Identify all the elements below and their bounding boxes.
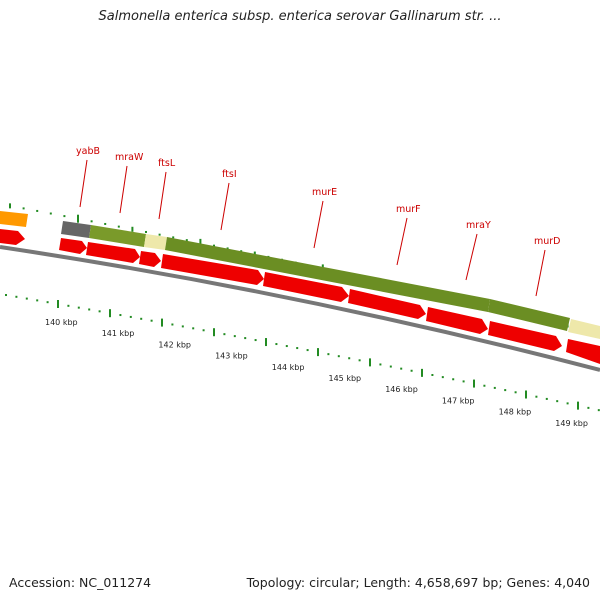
gene-leader-line — [79, 159, 88, 208]
accession-text: Accession: NC_011274 — [9, 575, 152, 590]
gene-leader-line — [158, 171, 167, 220]
gene-label-layer: yabB mraW ftsL ftsI murE murF mraY murD — [76, 146, 561, 297]
gene-label-ftsL: ftsL — [158, 158, 176, 169]
cog-track — [0, 211, 600, 339]
kbp-label: 140 kbp — [45, 318, 78, 327]
kbp-label: 143 kbp — [215, 352, 248, 361]
cds-arrow — [161, 254, 264, 285]
gene-leader-line — [465, 233, 478, 281]
kbp-label: 145 kbp — [329, 374, 362, 383]
genome-backbone — [0, 245, 600, 372]
gene-leader-line — [220, 182, 230, 231]
cds-arrow — [59, 238, 87, 254]
map-title: Salmonella enterica subsp. enterica sero… — [98, 9, 502, 24]
cog-segment-olive — [89, 225, 146, 247]
gene-leader-line — [119, 165, 128, 214]
inner-tick-row — [5, 294, 600, 412]
cds-arrow — [263, 272, 349, 302]
cog-segment-green-2 — [488, 299, 570, 331]
cog-segment-orange — [0, 211, 28, 227]
gene-label-murE: murE — [312, 187, 337, 198]
gene-label-ftsI: ftsI — [222, 169, 237, 180]
gene-label-mraW: mraW — [115, 152, 144, 163]
kbp-label: 142 kbp — [158, 340, 191, 349]
gene-label-murF: murF — [396, 204, 421, 215]
kbp-label: 146 kbp — [385, 385, 418, 394]
cds-arrow — [426, 307, 488, 334]
cds-arrow — [86, 242, 140, 263]
gene-label-murD: murD — [534, 236, 561, 247]
cog-segment-gray — [61, 221, 91, 238]
kbp-label: 149 kbp — [555, 419, 588, 428]
gene-leader-line — [535, 249, 546, 297]
kbp-label-row: 140 kbp 141 kbp 142 kbp 143 kbp 144 kbp 145 k… — [45, 318, 588, 428]
cds-arrow — [488, 321, 562, 351]
cog-segment-green — [165, 237, 490, 312]
cds-arrow — [566, 339, 600, 364]
kbp-label: 141 kbp — [102, 329, 135, 338]
cds-arrow — [0, 229, 25, 245]
cds-track — [0, 229, 600, 364]
gene-label-yabB: yabB — [76, 146, 100, 157]
gene-leader-line — [396, 217, 408, 266]
gene-leader-line — [313, 200, 324, 249]
cds-arrow — [139, 251, 161, 267]
gene-label-mraY: mraY — [466, 220, 491, 231]
cog-segment-yellow-2 — [568, 319, 600, 339]
kbp-label: 148 kbp — [499, 408, 532, 417]
kbp-label: 147 kbp — [442, 396, 475, 405]
cds-arrow — [348, 289, 426, 319]
cog-segment-yellow — [144, 234, 167, 250]
topology-text: Topology: circular; Length: 4,658,697 bp… — [246, 575, 590, 590]
kbp-label: 144 kbp — [272, 363, 305, 372]
